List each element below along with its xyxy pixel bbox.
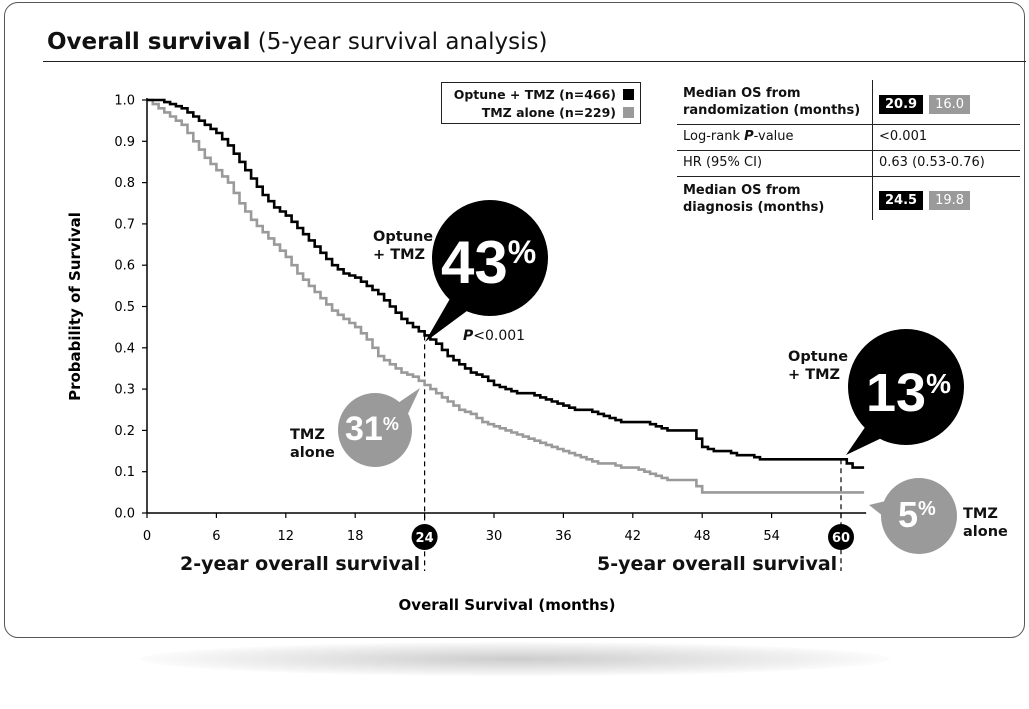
figure-title: Overall survival (5-year survival analys… bbox=[47, 29, 547, 55]
percent-sign: % bbox=[507, 234, 537, 270]
x-tick-label: 54 bbox=[763, 529, 780, 544]
title-rest: (5-year survival analysis) bbox=[257, 29, 548, 55]
tmz-60-percent: 5% bbox=[898, 494, 936, 536]
label-line: alone bbox=[290, 445, 335, 461]
tmz-24-bubble-tail bbox=[395, 388, 420, 420]
tmz-60-label: TMZ alone bbox=[963, 505, 1008, 541]
label-line: Optune bbox=[373, 229, 434, 245]
percent-sign: % bbox=[918, 498, 936, 520]
p-value-label: P<0.001 bbox=[463, 327, 525, 345]
legend-swatch-tmz bbox=[623, 107, 634, 118]
x-tick-label: 0 bbox=[143, 529, 151, 544]
logrank-suffix: -value bbox=[753, 129, 794, 144]
optune-24-bubble bbox=[432, 200, 548, 316]
y-tick-label: 0.1 bbox=[114, 465, 135, 480]
percent-sign: % bbox=[382, 414, 399, 434]
stats-label: Median OS from diagnosis (months) bbox=[683, 183, 825, 215]
stats-values: 24.5 19.8 bbox=[879, 191, 971, 210]
x-tick-highlight-circle bbox=[828, 524, 854, 550]
optune-24-bubble-tail bbox=[425, 290, 475, 342]
x-tick-label: 12 bbox=[278, 529, 295, 544]
logrank-value: <0.001 bbox=[879, 129, 928, 144]
stats-row-logrank: Log-rank P-value <0.001 bbox=[677, 124, 1020, 151]
tmz-24-percent: 31% bbox=[345, 410, 399, 449]
x-tick-label: 6 bbox=[212, 529, 220, 544]
optune-60-bubble-tail bbox=[846, 420, 888, 455]
two-year-section-label: 2-year overall survival bbox=[180, 553, 421, 575]
stats-row-median-diagnosis: Median OS from diagnosis (months) 24.5 19… bbox=[677, 176, 1020, 220]
label-line: Optune bbox=[788, 349, 849, 365]
five-year-section-label: 5-year overall survival bbox=[597, 553, 838, 575]
label-line: TMZ bbox=[290, 427, 325, 443]
legend-label-optune: Optune + TMZ (n=466) bbox=[453, 87, 616, 102]
y-tick-label: 0.5 bbox=[114, 300, 135, 315]
y-tick-label: 0.9 bbox=[114, 135, 135, 150]
optune-24-label: Optune + TMZ bbox=[373, 228, 433, 264]
title-rule bbox=[43, 61, 1026, 62]
label-line: TMZ bbox=[963, 506, 998, 522]
figure-card bbox=[4, 2, 1025, 638]
value: 5 bbox=[898, 494, 919, 535]
optune-median-dx-value: 24.5 bbox=[879, 191, 924, 210]
stats-values: 20.9 16.0 bbox=[879, 95, 971, 114]
y-tick-label: 0.6 bbox=[114, 259, 135, 274]
logrank-prefix: Log-rank bbox=[683, 129, 745, 144]
tmz-60-bubble-tail bbox=[869, 500, 890, 520]
y-tick-label: 1.0 bbox=[114, 94, 135, 109]
legend-swatch-optune bbox=[623, 89, 634, 100]
tmz-24-label: TMZ alone bbox=[290, 426, 335, 462]
y-axis-label: Probability of Survival bbox=[66, 212, 84, 401]
stats-divider bbox=[872, 80, 873, 220]
x-tick-label-highlight: 60 bbox=[832, 531, 850, 546]
stats-row-hr: HR (95% CI) 0.63 (0.53-0.76) bbox=[677, 150, 1020, 177]
stats-label: Median OS from randomization (months) bbox=[683, 86, 861, 118]
x-tick-label: 36 bbox=[555, 529, 572, 544]
optune-60-label: Optune + TMZ bbox=[788, 348, 848, 384]
label-line: alone bbox=[963, 524, 1008, 540]
series-line-optune bbox=[147, 98, 865, 469]
percent-sign: % bbox=[926, 368, 951, 399]
value: 13 bbox=[866, 363, 927, 423]
stats-label: Log-rank P-value bbox=[683, 129, 794, 144]
legend: Optune + TMZ (n=466) TMZ alone (n=229) bbox=[441, 82, 641, 124]
tmz-median-value: 16.0 bbox=[929, 95, 971, 114]
y-tick-label: 0.3 bbox=[114, 383, 135, 398]
stats-label: HR (95% CI) bbox=[683, 155, 763, 170]
y-tick-label: 0.4 bbox=[114, 341, 135, 356]
optune-60-bubble bbox=[848, 329, 964, 445]
hr-value: 0.63 (0.53-0.76) bbox=[879, 155, 985, 170]
label-line: + TMZ bbox=[788, 367, 841, 383]
y-tick-label: 0.7 bbox=[114, 217, 135, 232]
tmz-median-dx-value: 19.8 bbox=[929, 191, 971, 210]
label-line: + TMZ bbox=[373, 247, 426, 263]
title-bold: Overall survival bbox=[47, 29, 251, 55]
series-line-tmz bbox=[147, 98, 865, 494]
p-value: <0.001 bbox=[473, 328, 526, 344]
x-tick-label: 30 bbox=[486, 529, 503, 544]
x-tick-label-highlight: 24 bbox=[416, 531, 434, 546]
tmz-24-bubble bbox=[338, 393, 412, 467]
card-shadow bbox=[140, 642, 890, 676]
legend-label-tmz: TMZ alone (n=229) bbox=[481, 105, 616, 120]
x-tick-label: 18 bbox=[347, 529, 364, 544]
x-tick-label: 48 bbox=[694, 529, 711, 544]
value: 43 bbox=[441, 229, 508, 296]
y-tick-label: 0.0 bbox=[114, 507, 135, 522]
x-tick-label: 42 bbox=[625, 529, 642, 544]
y-tick-label: 0.2 bbox=[114, 424, 135, 439]
optune-median-value: 20.9 bbox=[879, 95, 924, 114]
logrank-p: P bbox=[744, 129, 754, 144]
optune-60-percent: 13% bbox=[866, 362, 951, 424]
stats-row-median-randomization: Median OS from randomization (months) 20… bbox=[677, 80, 1020, 125]
value: 31 bbox=[345, 410, 383, 448]
tmz-60-bubble bbox=[881, 478, 957, 554]
p-italic: P bbox=[463, 328, 474, 344]
y-tick-label: 0.8 bbox=[114, 176, 135, 191]
optune-24-percent: 43% bbox=[441, 228, 536, 297]
x-axis-label: Overall Survival (months) bbox=[399, 596, 616, 614]
